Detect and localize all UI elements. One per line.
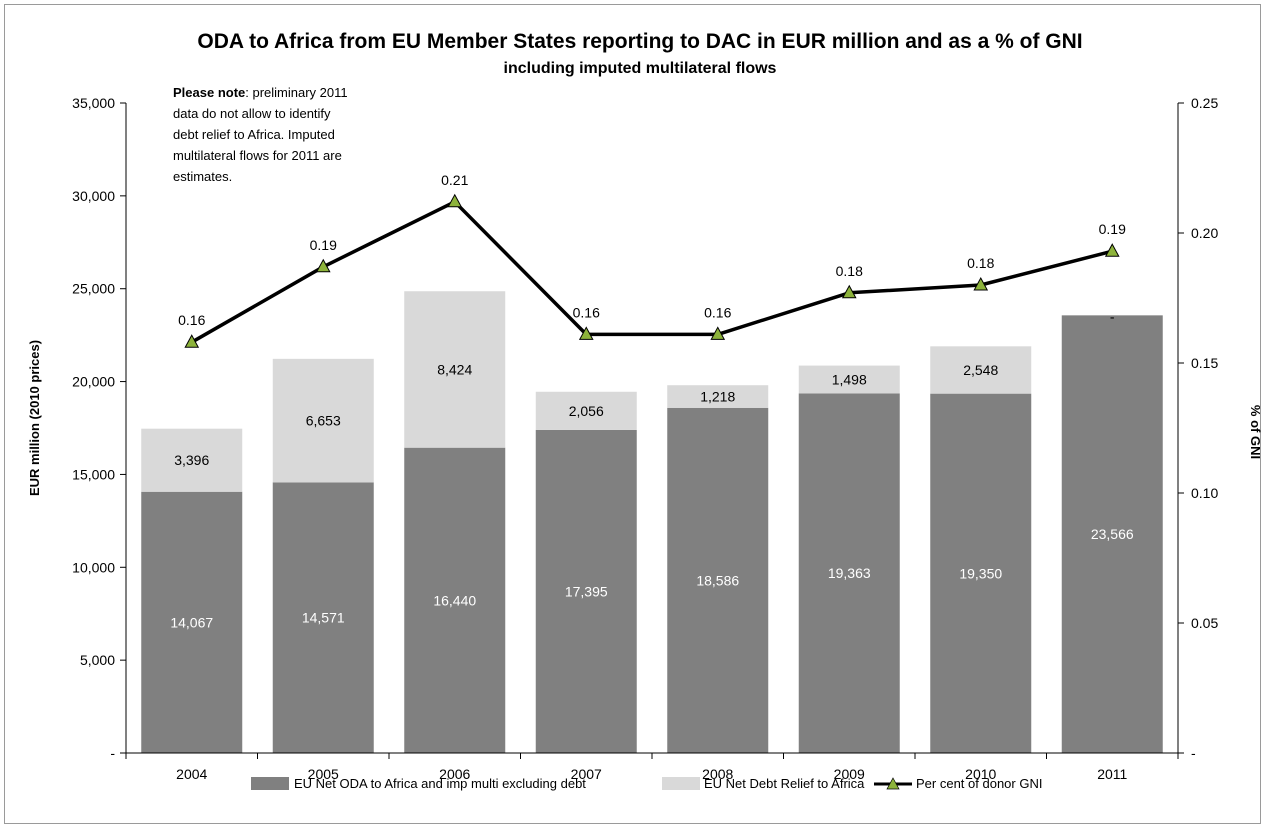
data-label-oda: 19,363	[828, 565, 871, 581]
data-label-oda: 14,067	[170, 614, 213, 630]
y-right-tick-label: 0.05	[1191, 615, 1218, 631]
bar-oda-2011	[1061, 315, 1163, 753]
note-line-4: multilateral flows for 2011 are	[173, 148, 342, 163]
note-bold: Please note	[173, 85, 245, 100]
y-tick-label: 25,000	[72, 281, 115, 297]
y-tick-label: 10,000	[72, 559, 115, 575]
legend-label-oda: EU Net ODA to Africa and imp multi exclu…	[294, 776, 586, 791]
axes-layer: 2004 2005 2006 2007 2008 2009 2010 2011 - 5,000 10…	[72, 95, 1218, 782]
gni-marker-2010	[973, 276, 989, 291]
gni-marker-2011	[1104, 243, 1120, 257]
y-tick-label: 35,000	[72, 95, 115, 111]
y-axis-title: EUR million (2010 prices)	[27, 340, 42, 496]
bar-debt-relief-2009	[798, 365, 900, 394]
x-tick-label: 2008	[702, 766, 733, 782]
data-label-gni: 0.19	[310, 237, 337, 253]
note-line-5: estimates.	[173, 169, 232, 184]
y-right-tick-label: 0.20	[1191, 225, 1218, 241]
data-label-gni: 0.16	[573, 304, 600, 320]
legend-marker-gni	[886, 777, 900, 790]
data-label-debt-relief: 2,056	[569, 403, 604, 419]
note-line-3: debt relief to Africa. Imputed	[173, 127, 335, 142]
data-label-oda: 23,566	[1091, 526, 1134, 542]
y-tick-label: 5,000	[80, 652, 115, 668]
data-label-debt-relief: 8,424	[437, 361, 472, 377]
gni-marker-2009	[841, 284, 857, 299]
y-tick-label: 30,000	[72, 188, 115, 204]
data-label-gni: 0.18	[836, 263, 863, 279]
x-tick-label: 2007	[571, 766, 602, 782]
data-label-gni: 0.16	[704, 304, 731, 320]
x-tick-label: 2010	[965, 766, 996, 782]
data-label-debt-relief: 2,548	[963, 362, 998, 378]
bar-debt-relief-2008	[667, 385, 769, 408]
y-right-tick-label: -	[1191, 745, 1196, 761]
bar-debt-relief-2004	[141, 428, 243, 492]
data-label-oda: 18,586	[696, 572, 739, 588]
bar-debt-relief-2010	[930, 346, 1032, 394]
data-label-gni: 0.18	[967, 255, 994, 271]
data-label-gni: 0.16	[178, 312, 205, 328]
gni-marker-2006	[447, 193, 463, 208]
x-tick-label: 2006	[439, 766, 470, 782]
data-label-oda: 17,395	[565, 583, 608, 599]
data-label-gni: 0.21	[441, 172, 468, 188]
bars-layer: 14,067 3,396 14,571 6,653 16,440 8,424 17,395 2…	[141, 291, 1163, 753]
bar-oda-2008	[667, 407, 769, 753]
data-label-oda: 16,440	[433, 592, 476, 608]
bar-oda-2006	[404, 447, 506, 753]
y-tick-label: 20,000	[72, 374, 115, 390]
data-label-debt-relief: -	[1110, 308, 1115, 324]
bar-oda-2007	[535, 429, 637, 753]
note-line-2: data do not allow to identify	[173, 106, 331, 121]
x-tick-label: 2005	[308, 766, 339, 782]
bar-oda-2004	[141, 491, 243, 753]
bar-oda-2010	[930, 393, 1032, 753]
gni-line	[190, 200, 1113, 344]
note-line-1: Please note: preliminary 2011	[173, 85, 348, 100]
gni-marker-2008	[710, 326, 726, 340]
note-rest: : preliminary 2011	[245, 85, 347, 100]
y-right-tick-label: 0.25	[1191, 95, 1218, 111]
legend-swatch-oda	[251, 777, 289, 790]
bar-oda-2009	[798, 393, 900, 753]
y-tick-label: 15,000	[72, 466, 115, 482]
y-right-tick-label: 0.10	[1191, 485, 1218, 501]
legend-label-debt-relief: EU Net Debt Relief to Africa	[704, 776, 865, 791]
data-label-oda: 14,571	[302, 610, 345, 626]
data-label-debt-relief: 3,396	[174, 452, 209, 468]
gni-marker-2007	[578, 326, 594, 340]
gni-marker-2005	[315, 258, 331, 273]
bar-oda-2005	[272, 482, 374, 753]
bar-debt-relief-2007	[535, 391, 637, 430]
data-label-gni: 0.19	[1099, 221, 1126, 237]
x-tick-label: 2004	[176, 766, 207, 782]
data-label-debt-relief: 1,218	[700, 389, 735, 405]
data-label-debt-relief: 6,653	[306, 413, 341, 429]
x-tick-label: 2011	[1097, 766, 1127, 782]
y-tick-label: -	[110, 745, 115, 761]
bar-debt-relief-2005	[272, 358, 374, 483]
chart-title: ODA to Africa from EU Member States repo…	[197, 30, 1082, 53]
x-tick-label: 2009	[834, 766, 865, 782]
y-axis-right-title: % of GNI	[1248, 405, 1263, 459]
gni-marker-2004	[184, 334, 200, 348]
y-right-tick-label: 0.15	[1191, 355, 1218, 371]
data-label-debt-relief: 1,498	[832, 371, 867, 387]
bar-debt-relief-2006	[404, 291, 506, 448]
data-label-oda: 19,350	[959, 565, 1002, 581]
legend: EU Net ODA to Africa and imp multi exclu…	[251, 776, 1042, 791]
legend-label-gni: Per cent of donor GNI	[916, 776, 1042, 791]
legend-swatch-debt-relief	[662, 777, 700, 790]
chart-subtitle: including imputed multilateral flows	[504, 60, 777, 77]
line-layer: 0.16 0.19 0.21 0.16 0.16 0.18 0.18 0.19	[178, 172, 1126, 348]
